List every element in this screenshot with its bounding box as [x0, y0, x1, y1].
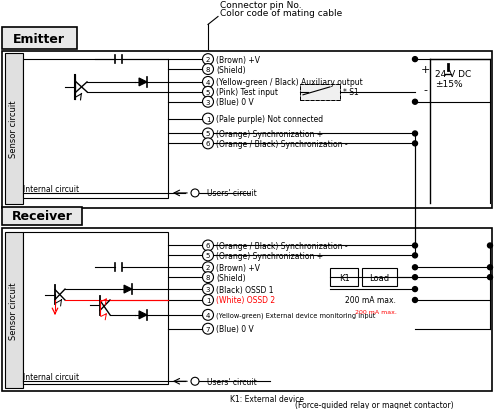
Circle shape: [412, 132, 418, 137]
Text: 3: 3: [206, 286, 210, 292]
Circle shape: [191, 378, 199, 385]
Text: * S1: * S1: [343, 88, 359, 97]
Text: 24 V DC: 24 V DC: [435, 70, 471, 79]
Text: Load: Load: [369, 273, 389, 282]
Text: Users' circuit: Users' circuit: [207, 377, 257, 386]
Text: Connector pin No.: Connector pin No.: [220, 1, 302, 10]
Text: (Blue) 0 V: (Blue) 0 V: [216, 98, 254, 107]
Text: ±15%: ±15%: [435, 80, 462, 89]
Circle shape: [412, 275, 418, 280]
Circle shape: [202, 272, 213, 283]
Text: 1: 1: [206, 297, 210, 303]
Text: 8: 8: [206, 274, 210, 281]
Text: K1: External device: K1: External device: [230, 393, 304, 402]
Bar: [330, 269, 358, 286]
Text: Users' circuit: Users' circuit: [207, 189, 257, 198]
Circle shape: [488, 243, 492, 248]
Circle shape: [412, 100, 418, 105]
Circle shape: [412, 287, 418, 292]
Circle shape: [202, 87, 213, 98]
Text: Color code of mating cable: Color code of mating cable: [220, 9, 342, 18]
Circle shape: [412, 298, 418, 303]
Circle shape: [202, 295, 213, 306]
Text: (Orange) Synchronization +: (Orange) Synchronization +: [216, 251, 323, 260]
Circle shape: [202, 54, 213, 65]
Circle shape: [202, 139, 213, 149]
Text: (Yellow-green) External device monitoring input: (Yellow-green) External device monitorin…: [216, 312, 376, 318]
Text: 5: 5: [206, 90, 210, 96]
Polygon shape: [124, 285, 132, 293]
Circle shape: [202, 284, 213, 295]
Text: (Yellow-green / Black) Auxiliary output: (Yellow-green / Black) Auxiliary output: [216, 78, 363, 87]
Circle shape: [202, 250, 213, 261]
Circle shape: [202, 129, 213, 139]
Text: +: +: [420, 65, 430, 75]
Text: 6: 6: [206, 243, 210, 249]
Text: (Pale purple) Not connected: (Pale purple) Not connected: [216, 115, 323, 124]
Polygon shape: [139, 311, 147, 319]
Bar: [2, 207, 82, 225]
Text: K1: K1: [338, 273, 349, 282]
Text: (White) OSSD 2: (White) OSSD 2: [216, 296, 275, 305]
Text: (Pink) Test input: (Pink) Test input: [216, 88, 278, 97]
Circle shape: [412, 243, 418, 248]
Text: 2: 2: [206, 57, 210, 63]
Text: (Brown) +V: (Brown) +V: [216, 56, 260, 65]
Text: Internal circuit: Internal circuit: [23, 372, 79, 381]
Text: 1: 1: [206, 116, 210, 122]
Circle shape: [488, 275, 492, 280]
Polygon shape: [139, 79, 147, 87]
Circle shape: [202, 240, 213, 251]
Bar: [2, 228, 492, 391]
Text: (Shield): (Shield): [216, 65, 246, 74]
Circle shape: [202, 114, 213, 125]
Circle shape: [202, 77, 213, 88]
Text: (Orange) Synchronization +: (Orange) Synchronization +: [216, 130, 323, 139]
Bar: [5, 232, 23, 388]
Bar: [362, 269, 397, 286]
Text: 200 mA max.: 200 mA max.: [355, 310, 397, 315]
Text: 4: 4: [206, 80, 210, 86]
Text: (Force-guided relay or magnet contactor): (Force-guided relay or magnet contactor): [295, 400, 454, 409]
Text: 7: 7: [206, 326, 210, 332]
Text: 8: 8: [206, 67, 210, 73]
Text: -: -: [423, 85, 427, 94]
Text: 4: 4: [206, 312, 210, 318]
Circle shape: [202, 324, 213, 335]
Text: Sensor circuit: Sensor circuit: [10, 281, 18, 339]
Text: (Orange / Black) Synchronization -: (Orange / Black) Synchronization -: [216, 139, 348, 148]
Text: 2: 2: [206, 265, 210, 271]
Bar: [23, 232, 168, 384]
Circle shape: [412, 142, 418, 146]
Text: Receiver: Receiver: [12, 210, 72, 222]
Text: 6: 6: [206, 141, 210, 147]
Text: (Black) OSSD 1: (Black) OSSD 1: [216, 285, 274, 294]
Circle shape: [191, 189, 199, 198]
Text: Sensor circuit: Sensor circuit: [10, 101, 18, 158]
Circle shape: [202, 310, 213, 321]
Text: 200 mA max.: 200 mA max.: [345, 296, 396, 305]
Text: Emitter: Emitter: [13, 33, 65, 46]
Text: 5: 5: [206, 131, 210, 137]
Circle shape: [202, 65, 213, 75]
Circle shape: [412, 265, 418, 270]
Text: (Shield): (Shield): [216, 273, 246, 282]
Bar: [2, 52, 492, 208]
Text: 3: 3: [206, 99, 210, 106]
Bar: [23, 60, 168, 198]
Bar: [300, 85, 340, 101]
Circle shape: [202, 97, 213, 108]
Bar: [2, 28, 77, 50]
Circle shape: [412, 253, 418, 258]
Circle shape: [202, 262, 213, 273]
Text: 5: 5: [206, 253, 210, 259]
Text: (Orange / Black) Synchronization -: (Orange / Black) Synchronization -: [216, 241, 348, 250]
Bar: [300, 85, 340, 101]
Text: Internal circuit: Internal circuit: [23, 184, 79, 193]
Text: (Blue) 0 V: (Blue) 0 V: [216, 324, 254, 333]
Circle shape: [488, 265, 492, 270]
Circle shape: [412, 58, 418, 63]
Text: (Brown) +V: (Brown) +V: [216, 263, 260, 272]
Bar: [5, 54, 23, 204]
